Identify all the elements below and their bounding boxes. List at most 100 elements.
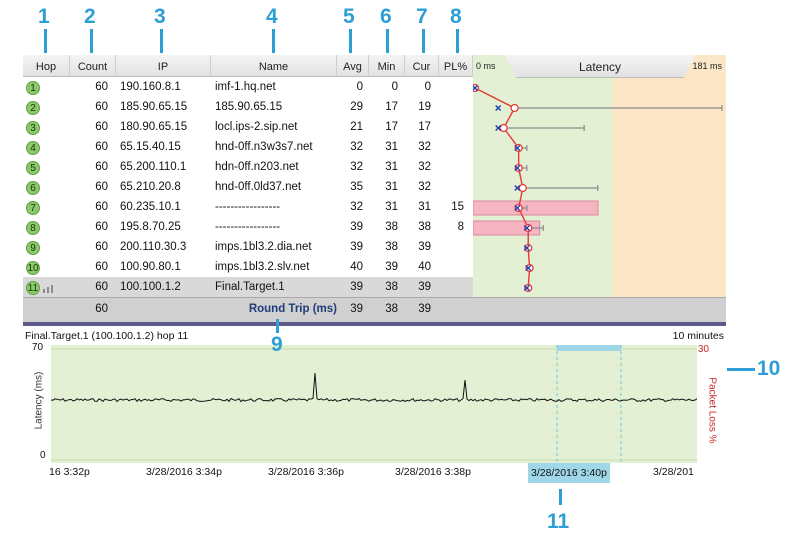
cell-name: imf-1.hq.net xyxy=(215,81,276,93)
total-avg: 39 xyxy=(350,303,363,315)
signal-bars-icon xyxy=(43,284,57,293)
latency-min-marker xyxy=(523,245,530,251)
x-tick-label: 3/28/2016 3:36p xyxy=(268,466,344,478)
hop-number-badge: 1 xyxy=(26,81,40,95)
cell-avg: 32 xyxy=(350,201,363,213)
cell-cur: 31 xyxy=(418,201,431,213)
column-header-ip[interactable]: IP xyxy=(116,55,211,77)
cell-cur: 0 xyxy=(424,81,431,93)
callout-8: 8 xyxy=(450,5,462,28)
cell-count: 60 xyxy=(95,141,108,153)
table-row[interactable]: 4 60 65.15.40.15 hnd-0ff.n3w3s7.net 32 31 32 xyxy=(23,138,473,158)
cell-min: 38 xyxy=(385,241,398,253)
cell-cur: 39 xyxy=(418,281,431,293)
cell-name: imps.1bl3.2.slv.net xyxy=(215,261,310,273)
total-count: 60 xyxy=(95,303,108,315)
cell-name: hnd-0ff.n3w3s7.net xyxy=(215,141,313,153)
column-header-avg[interactable]: Avg xyxy=(337,55,369,77)
column-header-count[interactable]: Count xyxy=(70,55,116,77)
callout-line-5 xyxy=(349,29,352,53)
latency-min-marker xyxy=(495,105,502,111)
cell-min: 39 xyxy=(385,261,398,273)
column-header-name[interactable]: Name xyxy=(211,55,337,77)
cell-avg: 40 xyxy=(350,261,363,273)
cell-avg: 39 xyxy=(350,281,363,293)
round-trip-row: 60 Round Trip (ms) 39 38 39 xyxy=(23,297,726,323)
cell-avg: 0 xyxy=(356,81,363,93)
cell-min: 17 xyxy=(385,121,398,133)
cell-min: 17 xyxy=(385,101,398,113)
x-tick-label: 3/28/2016 3:40p xyxy=(528,463,610,483)
callout-4: 4 xyxy=(266,5,278,28)
column-header-latency[interactable]: Latency xyxy=(578,60,622,74)
table-row[interactable]: 8 60 195.8.70.25 ----------------- 39 38 38 8 xyxy=(23,218,473,238)
cell-count: 60 xyxy=(95,281,108,293)
callout-9: 9 xyxy=(271,333,283,356)
table-row[interactable]: 3 60 180.90.65.15 locl.ips-2.sip.net 21 17 17 xyxy=(23,118,473,138)
cell-ip: 100.100.1.2 xyxy=(120,281,181,293)
y-right-max: 30 xyxy=(697,344,709,355)
cell-min: 31 xyxy=(385,181,398,193)
callout-line-11 xyxy=(559,489,562,505)
total-min: 38 xyxy=(385,303,398,315)
cell-avg: 32 xyxy=(350,161,363,173)
table-row[interactable]: 11 60 100.100.1.2 Final.Target.1 39 38 39 xyxy=(23,278,473,298)
cell-cur: 39 xyxy=(418,241,431,253)
cell-ip: 185.90.65.15 xyxy=(120,101,188,113)
latency-avg-point xyxy=(524,223,533,233)
cell-min: 38 xyxy=(385,221,398,233)
table-row[interactable]: 10 60 100.90.80.1 imps.1bl3.2.slv.net 40 39 40 xyxy=(23,258,473,278)
hop-number-badge: 9 xyxy=(26,241,40,255)
latency-min-marker xyxy=(525,265,532,271)
selected-row-highlight xyxy=(23,277,473,297)
cell-avg: 35 xyxy=(350,181,363,193)
cell-count: 60 xyxy=(95,81,108,93)
total-label: Round Trip (ms) xyxy=(248,303,337,315)
hop-number-badge: 7 xyxy=(26,201,40,215)
column-header-min[interactable]: Min xyxy=(369,55,405,77)
callout-6: 6 xyxy=(380,5,392,28)
x-tick-label: 3/28/2016 3:34p xyxy=(146,466,222,478)
column-header-cur[interactable]: Cur xyxy=(405,55,439,77)
cell-count: 60 xyxy=(95,241,108,253)
cell-ip: 190.160.8.1 xyxy=(120,81,181,93)
history-latency-chart[interactable] xyxy=(51,345,697,463)
latency-min-marker xyxy=(514,145,521,151)
cell-min: 38 xyxy=(385,281,398,293)
hop-number-badge: 5 xyxy=(26,161,40,175)
latency-avg-point xyxy=(514,163,523,173)
table-row[interactable]: 2 60 185.90.65.15 185.90.65.15 29 17 19 xyxy=(23,98,473,118)
cell-min: 31 xyxy=(385,201,398,213)
cell-cur: 32 xyxy=(418,161,431,173)
callout-5: 5 xyxy=(343,5,355,28)
callout-line-1 xyxy=(44,29,47,53)
cell-count: 60 xyxy=(95,121,108,133)
table-row[interactable]: 5 60 65.200.110.1 hdn-0ff.n203.net 32 31 32 xyxy=(23,158,473,178)
cell-min: 0 xyxy=(391,81,398,93)
table-row[interactable]: 7 60 60.235.10.1 ----------------- 32 31 31 15 xyxy=(23,198,473,218)
panel-splitter[interactable] xyxy=(23,322,726,326)
cell-avg: 29 xyxy=(350,101,363,113)
table-row[interactable]: 1 60 190.160.8.1 imf-1.hq.net 0 0 0 xyxy=(23,78,473,98)
cell-name: hdn-0ff.n203.net xyxy=(215,161,299,173)
column-header-pl[interactable]: PL% xyxy=(439,55,473,77)
cell-name: ----------------- xyxy=(215,201,281,213)
callout-line-8 xyxy=(456,29,459,53)
column-header-hop[interactable]: Hop xyxy=(23,55,70,77)
latency-trace-graph xyxy=(473,83,723,293)
hop-number-badge: 2 xyxy=(26,101,40,115)
history-timespan[interactable]: 10 minutes xyxy=(672,330,724,342)
cell-count: 60 xyxy=(95,221,108,233)
callout-2: 2 xyxy=(84,5,96,28)
table-row[interactable]: 6 60 65.210.20.8 hnd-0ff.0ld37.net 35 31 32 xyxy=(23,178,473,198)
cell-name: Final.Target.1 xyxy=(215,281,285,293)
cell-avg: 32 xyxy=(350,141,363,153)
traceroute-panel: Hop Count IP Name Avg Min Cur PL% Latenc… xyxy=(23,55,726,487)
callout-line-2 xyxy=(90,29,93,53)
y-left-min: 0 xyxy=(40,450,46,461)
hop-number-badge: 11 xyxy=(26,281,40,295)
table-row[interactable]: 9 60 200.110.30.3 imps.1bl3.2.dia.net 39 38 39 xyxy=(23,238,473,258)
cell-cur: 32 xyxy=(418,181,431,193)
history-title: Final.Target.1 (100.100.1.2) hop 11 xyxy=(25,330,189,342)
callout-1: 1 xyxy=(38,5,50,28)
